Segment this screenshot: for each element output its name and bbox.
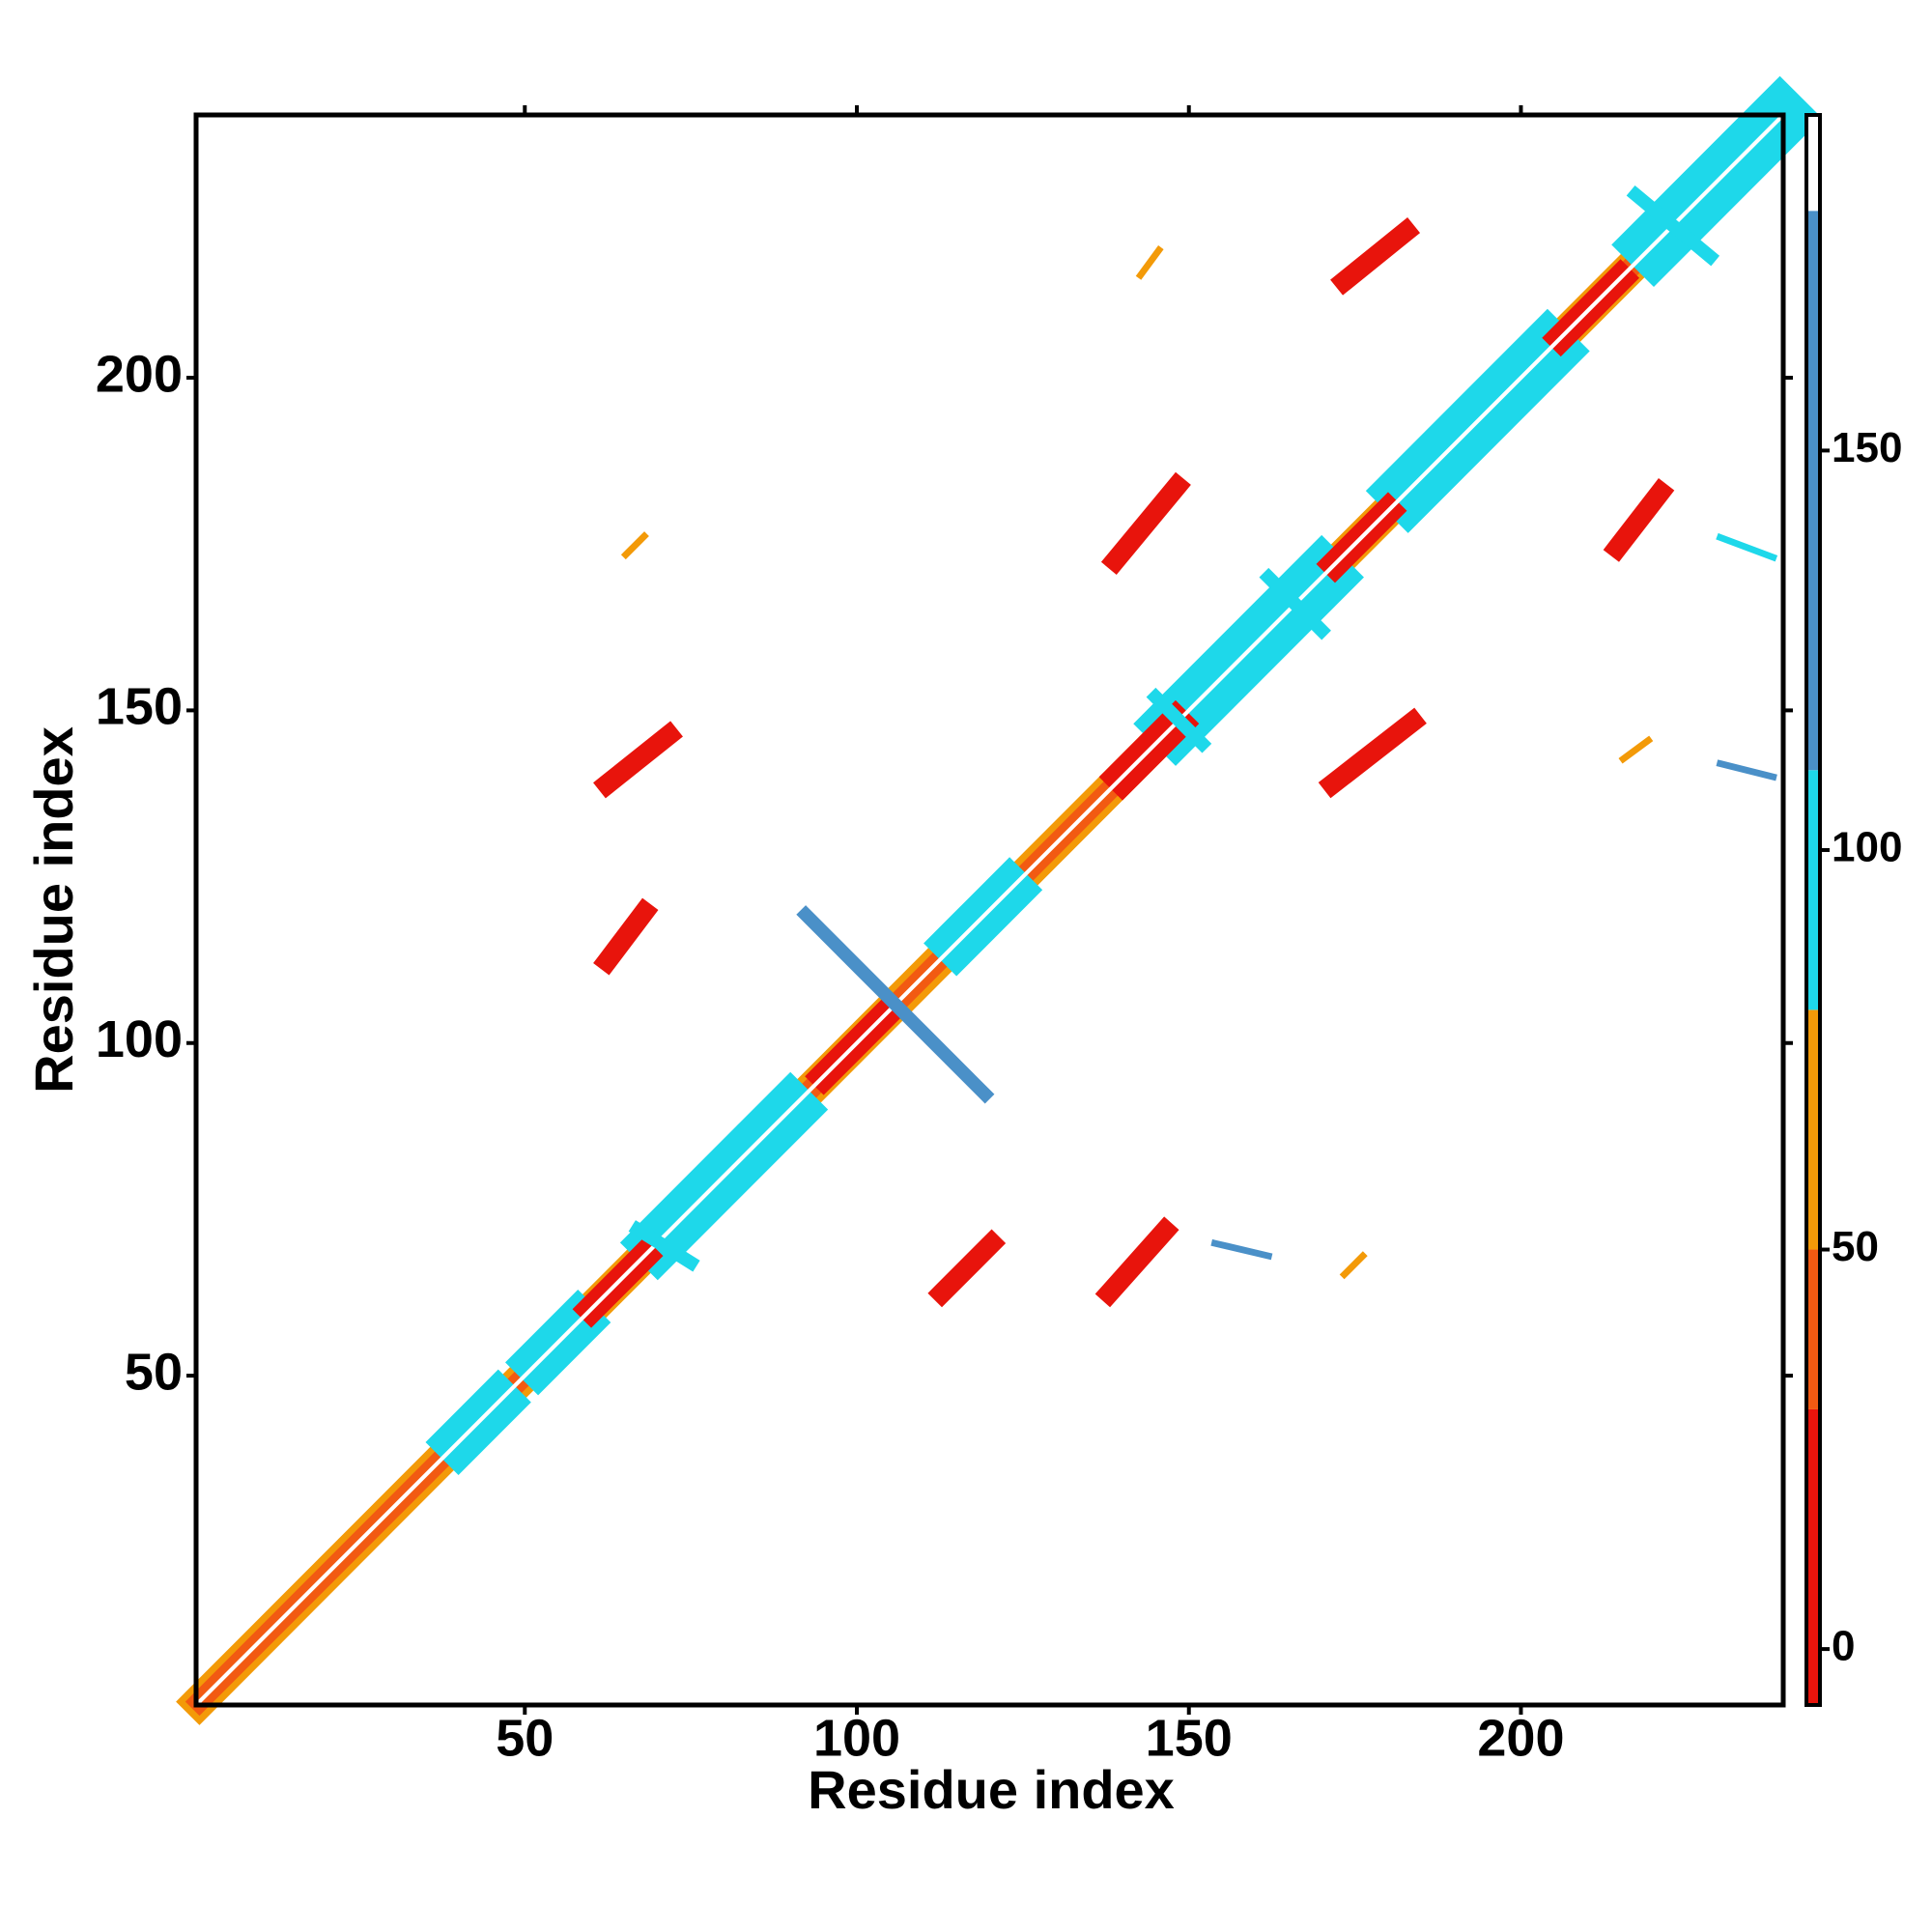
contact-region [1100, 471, 1191, 575]
contact-region [628, 1220, 700, 1272]
plot-frame [193, 112, 1786, 1708]
y-tick-label: 200 [96, 345, 183, 403]
contact-region [1146, 687, 1212, 753]
colorbar-tick-label: 100 [1832, 824, 1902, 871]
contact-region [1259, 567, 1331, 640]
colorbar-bin [1806, 115, 1820, 212]
colorbar-bin [1806, 1408, 1820, 1705]
contact-region [1716, 759, 1777, 781]
y-tick-label: 50 [125, 1343, 183, 1401]
colorbar-bin [1806, 1249, 1820, 1409]
colorbar-tick-label: 0 [1832, 1623, 1855, 1670]
contact-region [796, 905, 995, 1104]
contact-region [1716, 532, 1778, 562]
x-axis-label: Residue index [808, 1759, 1175, 1820]
contact-region [1135, 245, 1164, 280]
contact-region [196, 115, 1783, 1705]
contact-region [593, 897, 659, 976]
contact-region [1330, 217, 1421, 296]
y-tick-label: 150 [96, 678, 183, 736]
colorbar-frame [1804, 113, 1822, 1707]
x-tick-label: 150 [1146, 1709, 1233, 1767]
contact-region [1618, 735, 1654, 764]
contact-region [1603, 478, 1675, 562]
x-tick-label: 100 [813, 1709, 900, 1767]
y-axis-label: Residue index [23, 726, 84, 1094]
contact-region [927, 1229, 1007, 1308]
colorbar-bin [1806, 770, 1820, 1010]
contact-region [620, 531, 649, 560]
colorbar-bin [1806, 211, 1820, 771]
contact-region [1626, 185, 1720, 267]
y-tick-label: 100 [96, 1010, 183, 1068]
contact-region [1210, 1238, 1273, 1261]
contact-region [1094, 1216, 1179, 1308]
contact-region [1318, 707, 1427, 799]
contact-region [593, 721, 683, 799]
x-tick-label: 50 [496, 1709, 554, 1767]
colorbar-tick-label: 150 [1832, 424, 1902, 471]
colorbar-bin [1806, 1009, 1820, 1250]
contact-region [1339, 1251, 1368, 1280]
colorbar-tick-label: 50 [1832, 1223, 1879, 1270]
x-tick-label: 200 [1477, 1709, 1564, 1767]
